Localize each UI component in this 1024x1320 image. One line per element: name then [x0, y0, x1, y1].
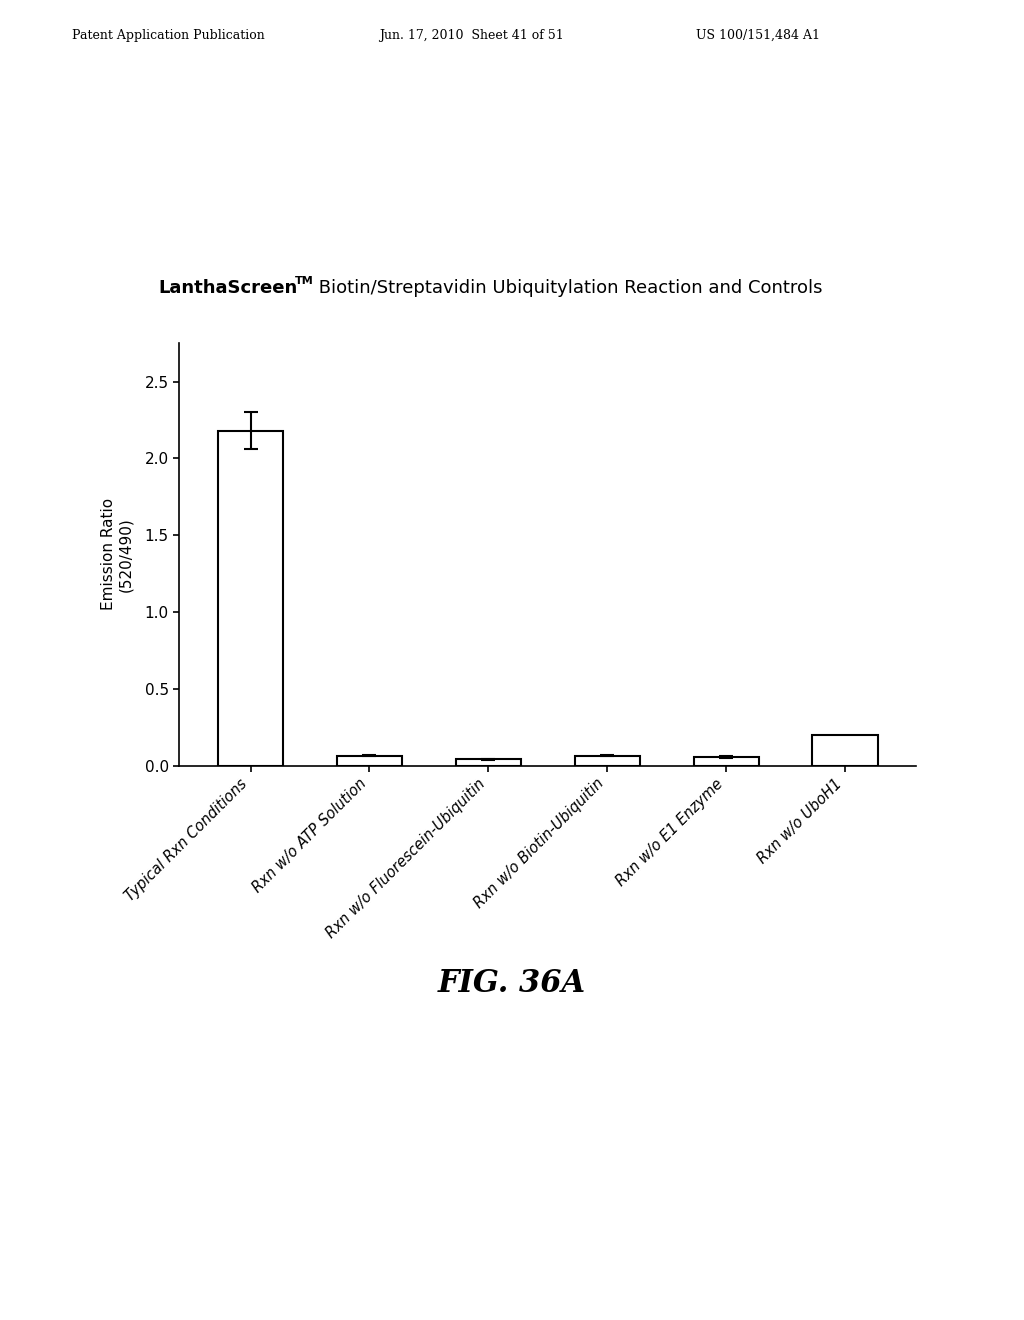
Bar — [812, 735, 878, 766]
Text: Biotin/Streptavidin Ubiquitylation Reaction and Controls: Biotin/Streptavidin Ubiquitylation React… — [313, 279, 823, 297]
Bar — [337, 755, 402, 766]
Text: Jun. 17, 2010  Sheet 41 of 51: Jun. 17, 2010 Sheet 41 of 51 — [379, 29, 563, 42]
Text: FIG. 36A: FIG. 36A — [438, 968, 586, 999]
Text: Patent Application Publication: Patent Application Publication — [72, 29, 264, 42]
Text: TM: TM — [295, 276, 313, 286]
Text: LanthaScreen: LanthaScreen — [159, 279, 298, 297]
Bar — [693, 758, 759, 766]
Y-axis label: Emission Ratio
(520/490): Emission Ratio (520/490) — [101, 499, 133, 610]
Bar — [456, 759, 521, 766]
Text: US 100/151,484 A1: US 100/151,484 A1 — [696, 29, 820, 42]
Bar — [574, 755, 640, 766]
Bar — [218, 430, 284, 766]
